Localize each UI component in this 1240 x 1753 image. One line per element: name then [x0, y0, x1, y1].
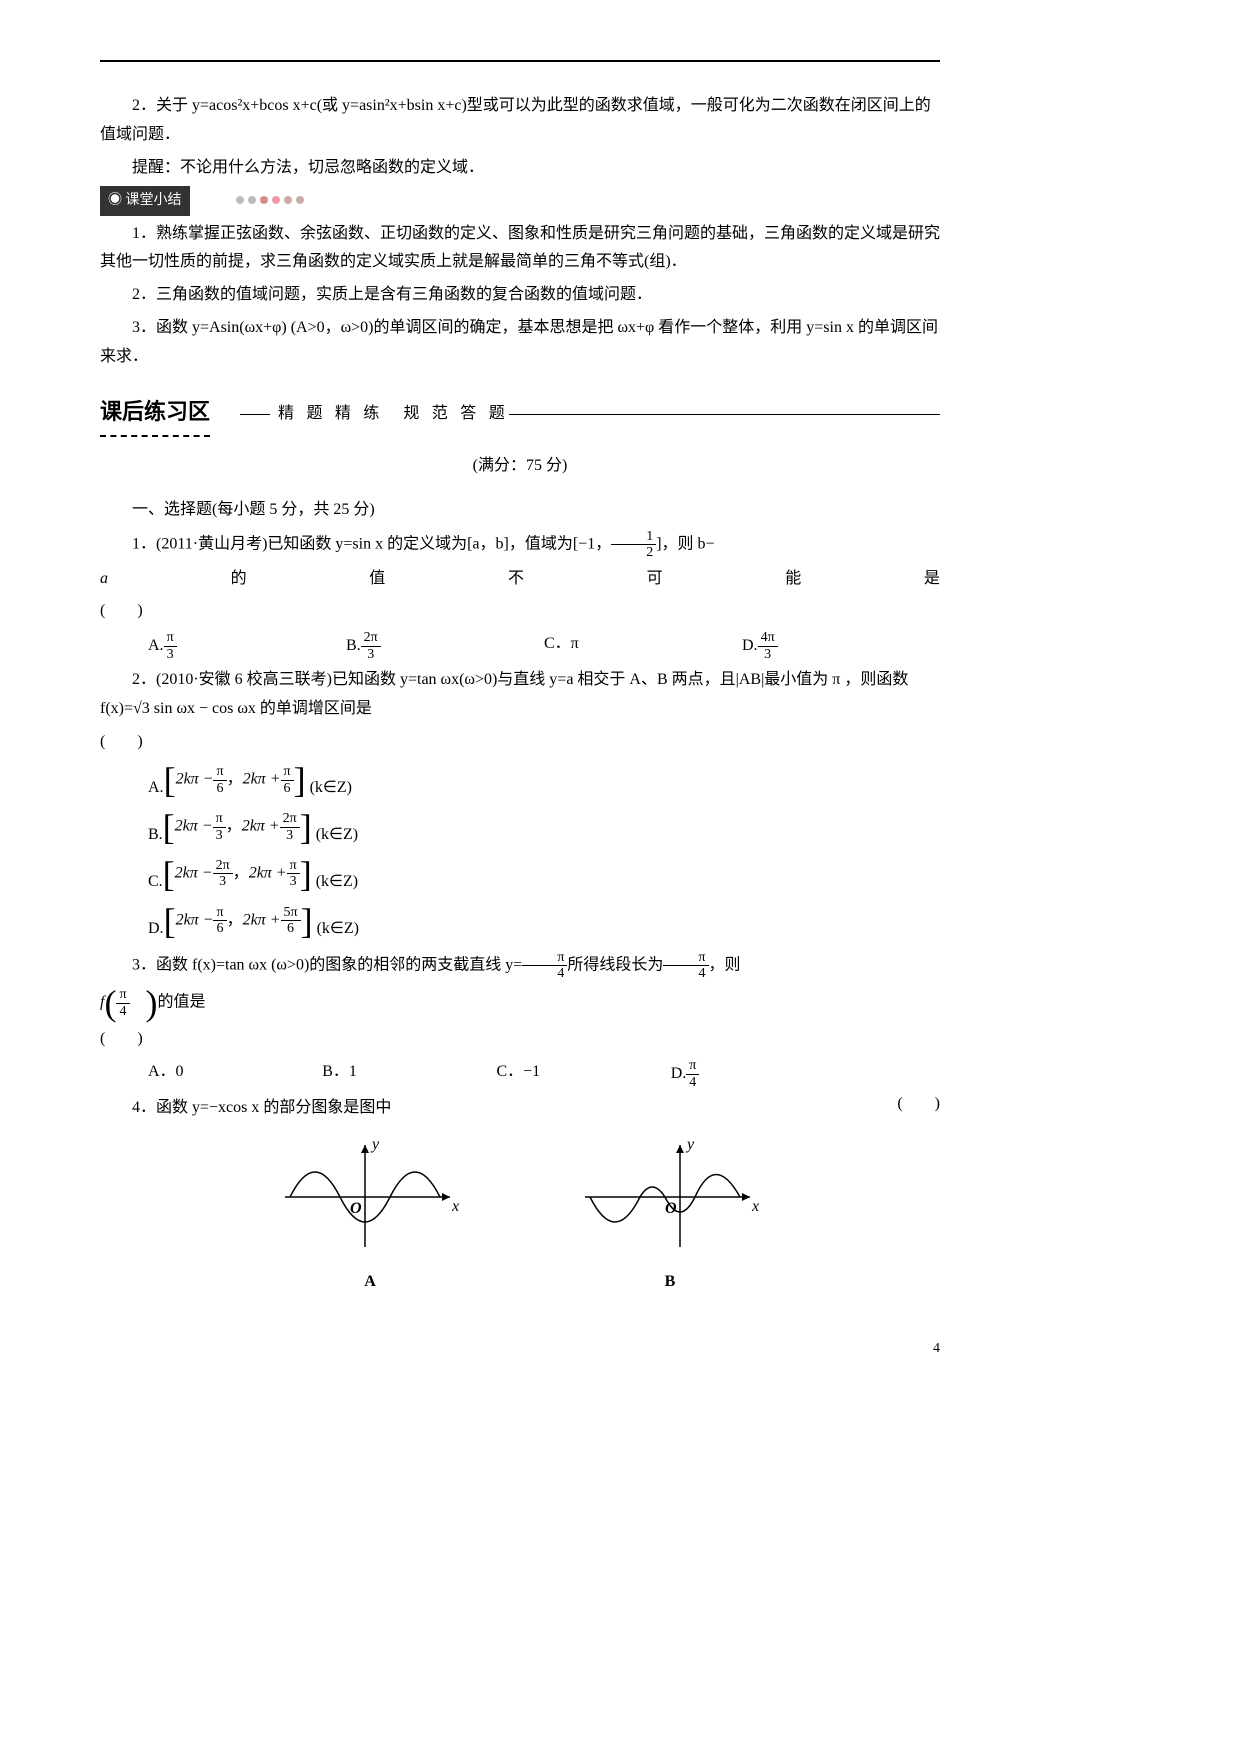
- q4-graphs: x y O A x y O B: [100, 1137, 940, 1297]
- title-line-right: [509, 413, 940, 415]
- q1-stem-a: 1．(2011·黄山月考)已知函数 y=sin x 的定义域为[a，b]，值域为…: [132, 535, 611, 552]
- q2-optC: C.[2kπ −2π3，2kπ +π3] (k∈Z): [148, 856, 940, 897]
- q1-w6: 是: [924, 565, 940, 594]
- q4-label-A: A: [280, 1268, 460, 1297]
- q4-paren: ( ): [897, 1090, 940, 1127]
- q3-optD: D.π4: [671, 1058, 845, 1090]
- q1-w5: 能: [785, 565, 801, 594]
- q3-optC: C．−1: [496, 1058, 670, 1090]
- graph-B-svg: x y O: [580, 1137, 760, 1257]
- q2-optD: D.[2kπ −π6，2kπ +5π6] (k∈Z): [148, 903, 940, 944]
- q1-w1: 的: [231, 565, 247, 594]
- q1-optA: A.π3: [148, 630, 346, 662]
- q1-paren: ( ): [100, 597, 940, 626]
- section1-title: 一、选择题(每小题 5 分，共 25 分): [100, 496, 940, 525]
- q3-optA: A．0: [148, 1058, 322, 1090]
- svg-text:y: y: [685, 1137, 695, 1153]
- q1-frac-half: 12: [611, 529, 656, 561]
- practice-title-row: 课后练习区 精 题 精 练 规 范 答 题: [100, 392, 940, 438]
- graph-A-svg: x y O: [280, 1137, 460, 1257]
- summary-1: 1．熟练掌握正弦函数、余弦函数、正切函数的定义、图象和性质是研究三角问题的基础，…: [100, 220, 940, 278]
- q1-optC: C．π: [544, 630, 742, 662]
- svg-text:y: y: [370, 1137, 380, 1153]
- q2-paren: ( ): [100, 728, 940, 757]
- q4-row: 4．函数 y=−xcos x 的部分图象是图中 ( ): [100, 1090, 940, 1127]
- q2-optA: A.[2kπ −π6，2kπ +π6] (k∈Z): [148, 762, 940, 803]
- practice-subtitle: 精 题 精 练 规 范 答 题: [278, 400, 509, 429]
- summary-2: 2．三角函数的值域问题，实质上是含有三角函数的复合函数的值域问题．: [100, 281, 940, 310]
- q1-optD: D.4π3: [742, 630, 940, 662]
- page-number: 4: [100, 1336, 940, 1361]
- practice-title: 课后练习区: [100, 392, 210, 438]
- q3-stem: 3．函数 f(x)=tan ωx (ω>0)的图象的相邻的两支截直线 y=π4所…: [100, 950, 940, 982]
- intro-p1: 提醒：不论用什么方法，切忌忽略函数的定义域．: [100, 154, 940, 183]
- summary-tag-row: ◉ 课堂小结: [100, 186, 940, 215]
- title-line-left: [240, 413, 270, 415]
- q1-stem-b: ]，则 b−: [656, 535, 714, 552]
- q2-optB: B.[2kπ −π3，2kπ +2π3] (k∈Z): [148, 809, 940, 850]
- summary-tag: ◉ 课堂小结: [100, 186, 190, 215]
- intro-p0: 2．关于 y=acos²x+bcos x+c(或 y=asin²x+bsin x…: [100, 92, 940, 150]
- q1-options: A.π3 B.2π3 C．π D.4π3: [148, 630, 940, 662]
- q3-options: A．0 B．1 C．−1 D.π4: [148, 1058, 940, 1090]
- q2-stem: 2．(2010·安徽 6 校高三联考)已知函数 y=tan ωx(ω>0)与直线…: [100, 666, 940, 724]
- q3-optB: B．1: [322, 1058, 496, 1090]
- q1-w4: 可: [647, 565, 663, 594]
- q1-a: a: [100, 565, 108, 594]
- summary-3: 3．函数 y=Asin(ωx+φ) (A>0，ω>0)的单调区间的确定，基本思想…: [100, 314, 940, 372]
- q3-paren: ( ): [100, 1025, 940, 1054]
- q1-w3: 不: [508, 565, 524, 594]
- q4-graph-B: x y O B: [580, 1137, 760, 1297]
- q4-graph-A: x y O A: [280, 1137, 460, 1297]
- q4-stem: 4．函数 y=−xcos x 的部分图象是图中: [100, 1094, 391, 1123]
- top-rule: [100, 60, 940, 62]
- q1-optB: B.2π3: [346, 630, 544, 662]
- q1-w2: 值: [369, 565, 385, 594]
- full-score: (满分：75 分): [100, 452, 940, 481]
- decorative-dots: [234, 186, 306, 215]
- svg-text:x: x: [751, 1198, 759, 1215]
- svg-text:O: O: [350, 1200, 362, 1217]
- q4-label-B: B: [580, 1268, 760, 1297]
- svg-text:O: O: [665, 1200, 677, 1217]
- q1-spread-row: a 的 值 不 可 能 是: [100, 565, 940, 594]
- q3-fpi4: f(π4 )的值是: [100, 985, 940, 1021]
- q1-stem: 1．(2011·黄山月考)已知函数 y=sin x 的定义域为[a，b]，值域为…: [100, 529, 940, 561]
- svg-text:x: x: [451, 1198, 459, 1215]
